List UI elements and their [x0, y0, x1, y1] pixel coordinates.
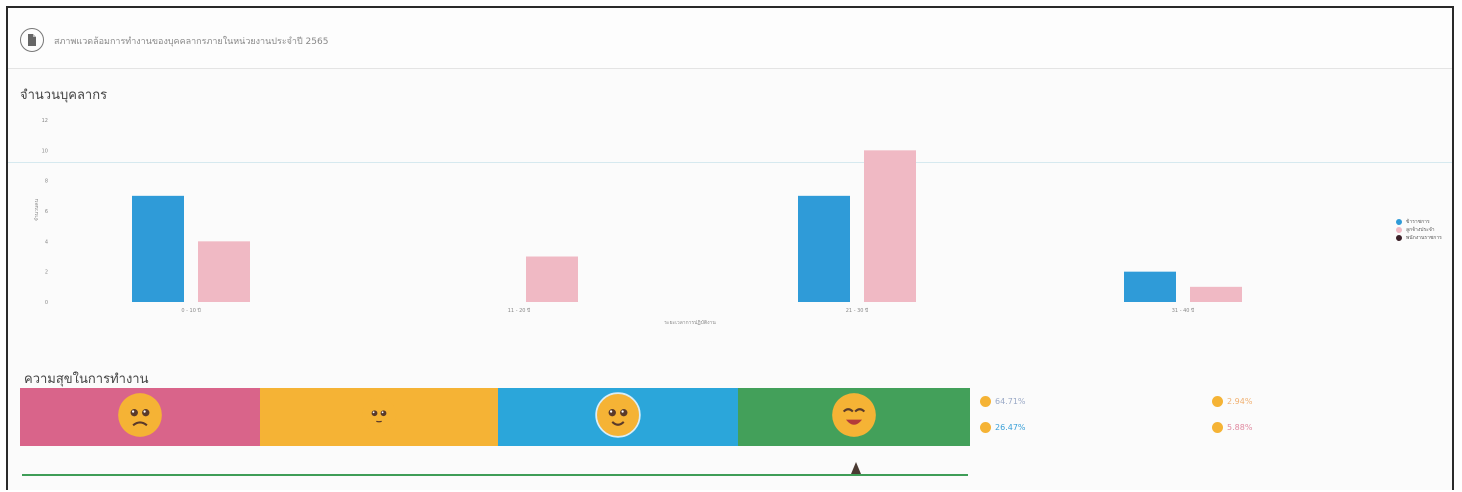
y-tick-label: 0 — [45, 300, 48, 306]
mood-segment-very-unhappy — [20, 388, 260, 446]
dashboard-frame: สภาพแวดล้อมการทำงานของบุคคลากรภายในหน่วย… — [6, 6, 1454, 490]
legend-item[interactable]: พนักงานราชการ — [1396, 234, 1442, 242]
emoji-neutral-icon — [361, 397, 397, 437]
y-tick-label: 4 — [45, 239, 48, 245]
mood-segment-happy — [498, 388, 738, 446]
legend-item[interactable]: ข้าราชการ — [1396, 218, 1442, 226]
y-tick-label: 12 — [42, 118, 48, 124]
legend-swatch — [1396, 219, 1402, 225]
bar — [198, 241, 250, 302]
legend-label: พนักงานราชการ — [1406, 235, 1442, 241]
emoji-sad-icon — [117, 392, 163, 442]
emoji-icon — [980, 396, 991, 407]
bar — [132, 195, 184, 302]
bar — [798, 195, 850, 302]
page-title: สภาพแวดล้อมการทำงานของบุคคลากรภายในหน่วย… — [54, 37, 329, 47]
bar — [526, 256, 578, 302]
happiness-stat: 26.47% — [980, 422, 1026, 433]
bar — [1190, 286, 1242, 302]
happiness-marker — [851, 462, 861, 474]
legend-swatch — [1396, 235, 1402, 241]
happiness-section-title: ความสุขในการทำงาน — [24, 372, 149, 387]
legend-label: ลูกจ้างประจำ — [1406, 227, 1435, 233]
x-tick-label: 31 - 40 ปี — [1172, 307, 1194, 314]
x-tick-label: 0 - 10 ปี — [181, 307, 200, 314]
document-icon — [28, 34, 36, 46]
stat-percentage: 2.94% — [1227, 397, 1253, 406]
emoji-icon — [1212, 422, 1223, 433]
emoji-icon — [1212, 396, 1223, 407]
stat-percentage: 26.47% — [995, 423, 1026, 432]
legend-item[interactable]: ลูกจ้างประจำ — [1396, 226, 1442, 234]
happiness-track — [22, 474, 968, 476]
x-tick-label: 11 - 20 ปี — [508, 307, 530, 314]
emoji-smile-icon — [595, 392, 641, 442]
personnel-bar-chart: 12 10 8 6 4 2 0 จำนวนคน 0 - 10 ปี 11 - 20 ปี 21 - … — [34, 118, 1242, 326]
happiness-stat: 5.88% — [1212, 422, 1252, 433]
bar — [864, 150, 916, 302]
happiness-bar — [20, 388, 970, 446]
bar — [1124, 271, 1176, 302]
y-tick-label: 2 — [45, 270, 48, 276]
stat-percentage: 5.88% — [1227, 423, 1253, 432]
y-axis-label: จำนวนคน — [34, 198, 40, 221]
chart-legend: ข้าราชการลูกจ้างประจำพนักงานราชการ — [1396, 218, 1442, 242]
y-tick-label: 6 — [45, 209, 48, 215]
emoji-icon — [980, 422, 991, 433]
happiness-stat: 64.71% — [980, 396, 1026, 407]
stat-percentage: 64.71% — [995, 397, 1026, 406]
legend-swatch — [1396, 227, 1402, 233]
mood-segment-very-happy — [738, 388, 970, 446]
legend-label: ข้าราชการ — [1406, 219, 1430, 225]
mood-segment-neutral — [260, 388, 498, 446]
personnel-section-title: จำนวนบุคลากร — [20, 88, 108, 103]
emoji-laugh-icon — [831, 392, 877, 442]
x-tick-label: 21 - 30 ปี — [846, 307, 868, 314]
happiness-stat: 2.94% — [1212, 396, 1252, 407]
y-tick-label: 10 — [42, 148, 48, 154]
y-tick-label: 8 — [45, 179, 48, 185]
document-button[interactable] — [20, 28, 44, 52]
header-bar: สภาพแวดล้อมการทำงานของบุคคลากรภายในหน่วย… — [8, 8, 1452, 69]
x-axis-label: ระยะเวลาการปฏิบัติงาน — [664, 319, 716, 326]
section-divider — [8, 162, 1452, 163]
